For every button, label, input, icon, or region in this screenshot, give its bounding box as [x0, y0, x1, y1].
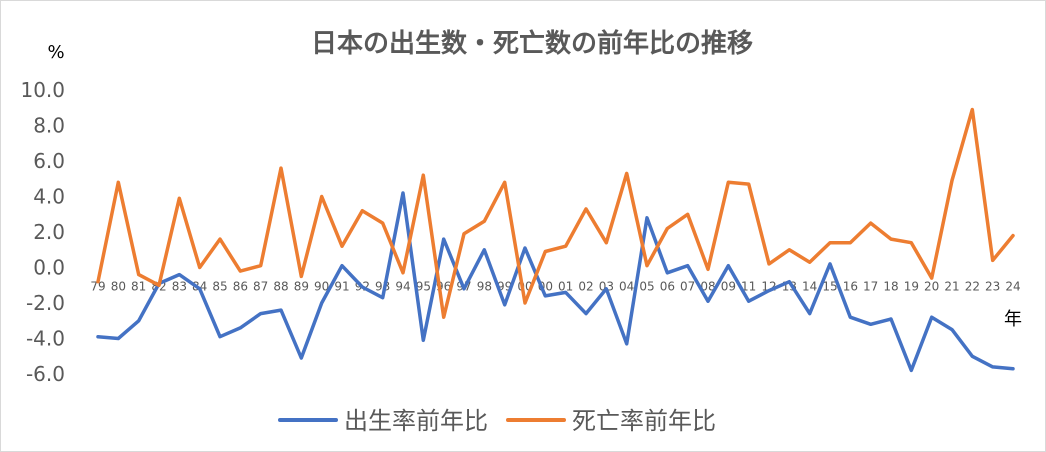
x-tick-label: 84: [192, 280, 207, 294]
x-axis-unit-label: 年: [1004, 309, 1022, 330]
x-tick-label: 06: [660, 280, 675, 294]
x-tick-label: 07: [680, 280, 695, 294]
x-tick-label: 86: [233, 280, 248, 294]
y-tick-label: 0.0: [33, 256, 65, 280]
x-tick-label: 85: [212, 280, 227, 294]
y-tick-label: 8.0: [33, 114, 65, 138]
x-tick-label: 83: [172, 280, 187, 294]
y-axis-unit-label: %: [47, 42, 64, 63]
x-tick-label: 15: [822, 280, 837, 294]
x-tick-label: 79: [90, 280, 105, 294]
x-tick-label: 80: [111, 280, 126, 294]
x-tick-label: 22: [965, 280, 980, 294]
x-tick-label: 19: [904, 280, 919, 294]
x-tick-label: 20: [924, 280, 939, 294]
chart-title: 日本の出生数・死亡数の前年比の推移: [311, 28, 753, 59]
x-tick-label: 23: [985, 280, 1000, 294]
x-tick-label: 09: [721, 280, 736, 294]
x-tick-label: 89: [294, 280, 309, 294]
x-tick-label: 81: [131, 280, 146, 294]
x-tick-label: 18: [883, 280, 898, 294]
x-tick-label: 94: [395, 280, 410, 294]
series-lines: [96, 107, 1015, 373]
x-tick-label: 87: [253, 280, 268, 294]
y-tick-label: -6.0: [26, 362, 65, 386]
x-tick-label: 05: [639, 280, 654, 294]
y-tick-label: 10.0: [20, 78, 65, 102]
series-line-2: [96, 107, 1015, 319]
legend: 出生率前年比 死亡率前年比: [278, 407, 716, 435]
x-tick-label: 90: [314, 280, 329, 294]
x-tick-label: 95: [416, 280, 431, 294]
y-tick-label: 2.0: [33, 220, 65, 244]
x-tick-label: 03: [599, 280, 614, 294]
legend-label-2: 死亡率前年比: [572, 407, 716, 435]
y-tick-label: 4.0: [33, 185, 65, 209]
y-tick-label: 6.0: [33, 149, 65, 173]
y-axis-ticks: 10.0 8.0 6.0 4.0 2.0 0.0 -2.0 -4.0 -6.0: [20, 78, 65, 386]
x-tick-label: 04: [619, 280, 634, 294]
x-tick-label: 24: [1005, 280, 1020, 294]
x-tick-label: 02: [578, 280, 593, 294]
x-tick-label: 88: [273, 280, 288, 294]
x-tick-label: 14: [802, 280, 817, 294]
x-axis-ticks: 79 80 81 82 83 84 85 86 87 88 89 90 91 92 93 94 95 96 97 98…: [90, 280, 1020, 294]
x-tick-label: 11: [741, 280, 756, 294]
x-tick-label: 16: [843, 280, 858, 294]
x-tick-label: 91: [334, 280, 349, 294]
y-tick-label: -4.0: [26, 327, 65, 351]
x-tick-label: 08: [700, 280, 715, 294]
y-tick-label: -2.0: [26, 291, 65, 315]
x-tick-label: 01: [558, 280, 573, 294]
x-tick-label: 17: [863, 280, 878, 294]
x-tick-label: 21: [944, 280, 959, 294]
x-tick-label: 98: [477, 280, 492, 294]
series-line-1: [96, 191, 1015, 373]
legend-label-1: 出生率前年比: [344, 407, 488, 435]
